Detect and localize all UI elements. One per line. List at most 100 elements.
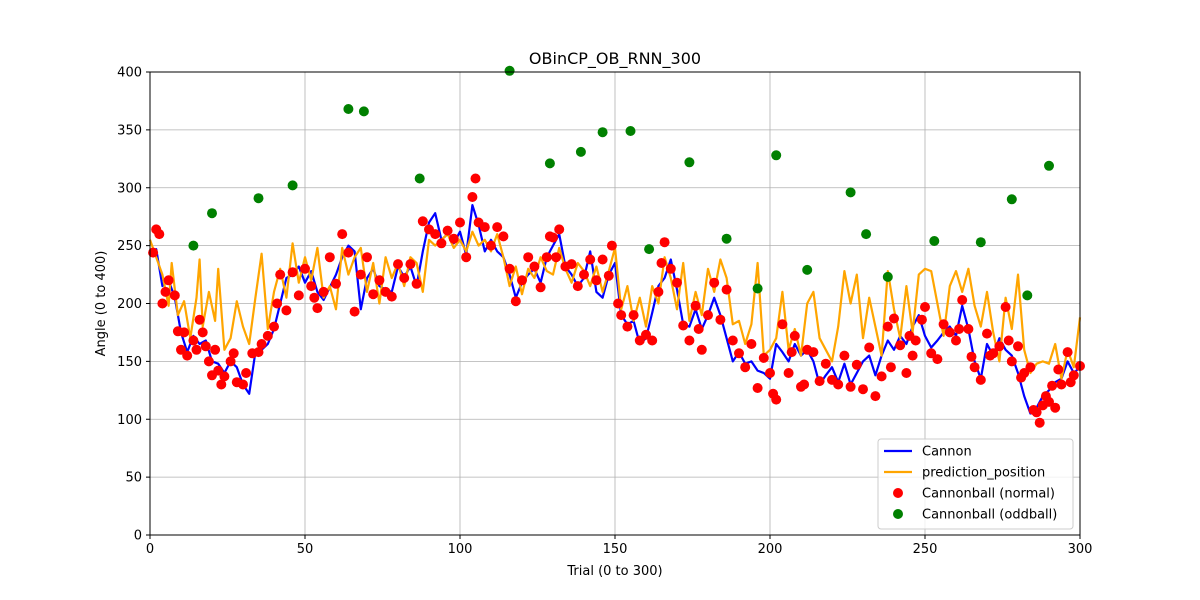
scatter-point [693,324,704,334]
scatter-point [777,319,788,330]
scatter-point [647,335,658,346]
scatter-point [597,127,608,138]
scatter-point [442,225,453,236]
scatter-point [585,254,596,265]
scatter-point [262,330,273,341]
scatter-point [920,302,930,312]
y-axis-ticks: 0 50 100 150 200 250 300 350 400 [117,66,150,544]
scatter-point [882,321,893,332]
scatter-point [238,379,248,390]
scatter-point [272,298,283,309]
scatter-point [374,275,385,286]
scatter-point [789,330,800,341]
y-tick-label: 100 [117,413,142,428]
scatter-point [163,275,174,286]
scatter-point [814,376,825,387]
scatter-point [1068,370,1079,381]
scatter-point [188,240,199,251]
x-tick-label: 200 [758,542,783,557]
scatter-point [1031,407,1042,418]
x-tick-label: 150 [603,542,628,557]
scatter-point [312,303,323,314]
scatter-point [411,278,422,289]
scatter-point [355,269,366,280]
scatter-point [734,348,744,359]
scatter-point [864,342,875,353]
scatter-point [362,252,372,263]
scatter-point [414,173,425,184]
scatter-point [845,381,856,392]
scatter-point [851,359,862,370]
scatter-point [228,348,239,359]
scatter-point [1022,290,1033,301]
scatter-point [752,283,763,294]
scatter-point [554,224,565,235]
scatter-point [1006,356,1017,367]
legend-entry: Cannonball (normal) [922,487,1055,502]
scatter-point [625,126,636,136]
scatter-point [179,327,190,338]
scatter-point [216,379,227,390]
scatter-point [678,320,689,331]
scatter-point [572,281,583,292]
scatter-point [858,384,868,395]
scatter-point [1056,379,1067,390]
scatter-point [417,216,428,227]
scatter-point [799,379,810,390]
y-tick-label: 250 [117,239,142,254]
scatter-point [672,277,682,288]
scatter-point [929,236,940,246]
legend-entry: prediction_position [922,466,1045,481]
scatter-point [157,298,168,309]
scatter-point [944,327,955,338]
y-tick-label: 50 [125,471,142,486]
scatter-point [529,261,540,272]
scatter-point [461,252,472,263]
scatter-point [765,368,775,378]
scatter-point [541,252,552,263]
scatter-point [808,347,819,358]
scatter-point [786,347,797,358]
scatter-point [368,289,379,300]
scatter-point [994,341,1005,352]
scatter-point [207,208,217,219]
scatter-point [448,233,459,244]
x-tick-label: 300 [1068,542,1093,557]
scatter-point [746,339,757,349]
scatter-point [616,310,627,321]
scatter-point [225,356,236,367]
scatter-point [916,314,927,325]
scatter-point [210,344,221,355]
scatter-point [253,347,264,358]
scatter-point [504,263,515,274]
scatter-point [343,247,354,258]
scatter-point [306,281,317,292]
scatter-point [535,282,546,293]
scatter-point [169,290,180,301]
legend-swatch-dot [893,488,903,498]
scatter-point [281,305,292,316]
scatter-point [1006,194,1017,205]
scatter-point [876,371,887,382]
scatter-point [665,263,676,274]
chart-title: OBinCP_OB_RNN_300 [529,49,701,69]
scatter-point [241,368,252,378]
scatter-point [253,193,264,204]
scatter-point [1047,380,1058,391]
legend: Cannon prediction_position Cannonball (nor… [877,438,1074,530]
scatter-point [591,275,602,286]
scatter-point [870,391,881,402]
scatter-point [969,362,980,373]
scatter-point [740,362,751,373]
scatter-point [331,278,341,289]
scatter-point [479,222,490,233]
scatter-point [517,275,527,286]
scatter-point [358,106,369,117]
scatter-point [393,259,403,270]
x-tick-label: 0 [146,542,154,557]
scatter-point [1034,417,1045,428]
scatter-point [544,158,555,169]
x-axis-ticks: 0 50 100 150 200 250 300 [146,535,1093,557]
scatter-point [486,240,496,251]
